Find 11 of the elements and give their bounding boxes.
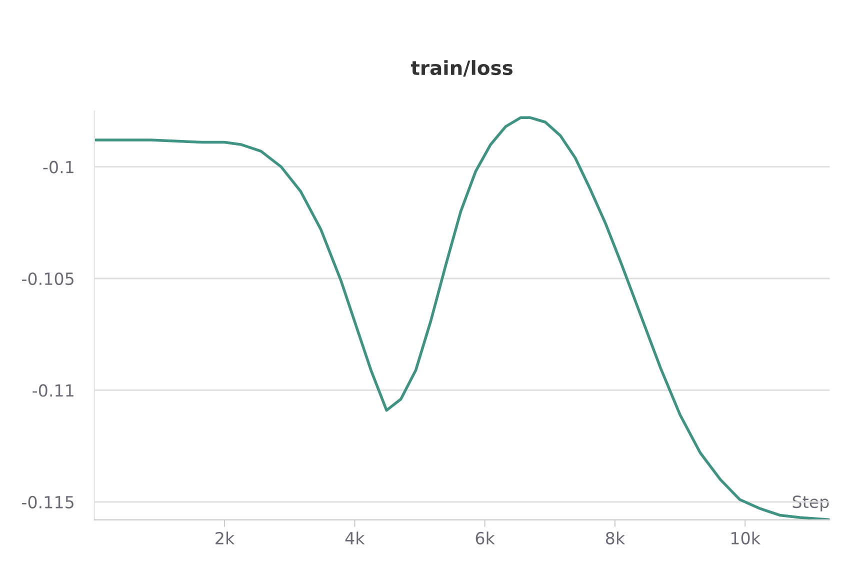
line-series bbox=[94, 116, 830, 520]
y-tick-label: -0.11 bbox=[32, 384, 74, 397]
x-tick-label: 2k bbox=[216, 532, 235, 544]
chart-title: train/loss bbox=[410, 60, 513, 77]
y-tick-label: -0.105 bbox=[22, 272, 74, 286]
y-tick-label: -0.115 bbox=[22, 496, 74, 508]
x-tick-label: 10k bbox=[731, 532, 760, 544]
x-tick-label: 4k bbox=[345, 532, 365, 544]
y-tick-label: -0.1 bbox=[43, 160, 74, 174]
x-tick-label: 8k bbox=[606, 532, 626, 544]
x-tick-label: 6k bbox=[476, 532, 495, 544]
